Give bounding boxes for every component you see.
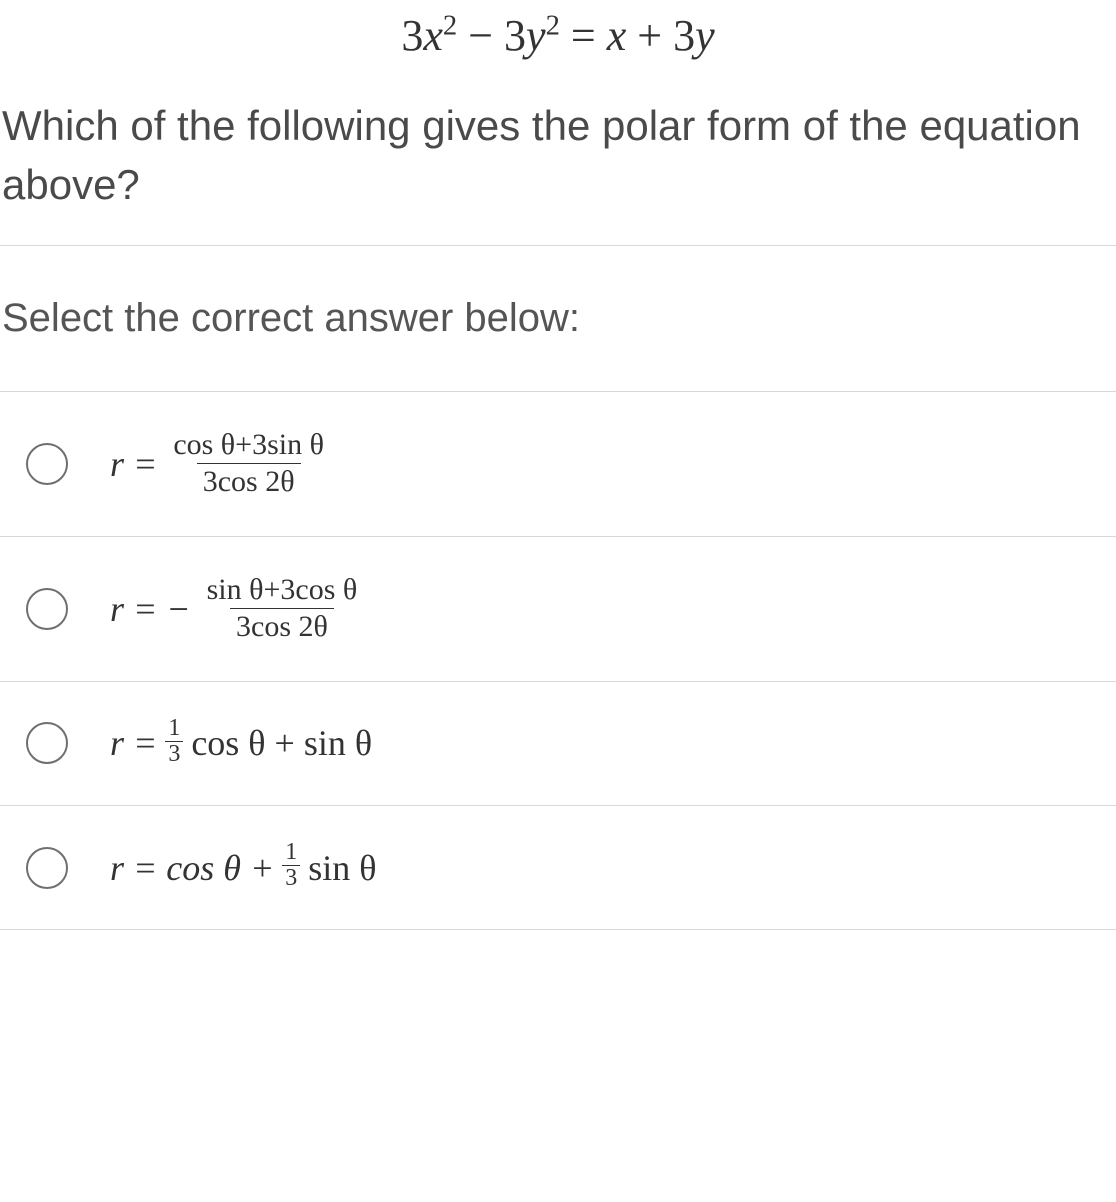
eq-eq: = [560, 11, 607, 60]
answer-prompt: Select the correct answer below: [0, 246, 1116, 391]
eq-3c: 3 [673, 11, 695, 60]
option-c-mid: cos θ + sin θ [191, 722, 372, 764]
option-c-lead: r = [110, 722, 157, 764]
option-b-fraction: sin θ+3cos θ 3cos 2θ [201, 573, 364, 645]
question-text: Which of the following gives the polar f… [0, 91, 1116, 245]
option-a-math: r = cos θ+3sin θ 3cos 2θ [110, 428, 334, 500]
option-d[interactable]: r = cos θ + 1 3 sin θ [0, 806, 1116, 929]
option-b-den: 3cos 2θ [230, 608, 334, 645]
option-a-fraction: cos θ+3sin θ 3cos 2θ [167, 428, 330, 500]
eq-plus: + [626, 11, 673, 60]
eq-exp1: 2 [443, 10, 457, 41]
radio-d-icon[interactable] [26, 847, 68, 889]
option-d-lead: r = cos θ + [110, 847, 274, 889]
option-c-fraction: 1 3 [165, 716, 183, 767]
eq-3b: 3 [504, 11, 526, 60]
option-c[interactable]: r = 1 3 cos θ + sin θ [0, 682, 1116, 805]
option-a-den: 3cos 2θ [197, 463, 301, 500]
option-c-fden: 3 [165, 741, 183, 767]
option-b-math: r = − sin θ+3cos θ 3cos 2θ [110, 573, 367, 645]
option-a[interactable]: r = cos θ+3sin θ 3cos 2θ [0, 392, 1116, 536]
option-c-math: r = 1 3 cos θ + sin θ [110, 718, 372, 769]
option-a-num: cos θ+3sin θ [167, 428, 330, 464]
option-a-lead: r = [110, 443, 157, 485]
option-c-fnum: 1 [165, 716, 183, 741]
option-d-tail: sin θ [308, 847, 376, 889]
option-b[interactable]: r = − sin θ+3cos θ 3cos 2θ [0, 537, 1116, 681]
eq-minus: − [457, 11, 504, 60]
radio-b-icon[interactable] [26, 588, 68, 630]
eq-x2: x [607, 11, 627, 60]
radio-a-icon[interactable] [26, 443, 68, 485]
eq-y1: y [526, 11, 546, 60]
eq-exp2: 2 [546, 10, 560, 41]
eq-3a: 3 [401, 11, 423, 60]
option-d-fraction: 1 3 [282, 840, 300, 891]
given-equation: 3x2 − 3y2 = x + 3y [0, 0, 1116, 91]
radio-c-icon[interactable] [26, 722, 68, 764]
option-d-fden: 3 [282, 865, 300, 891]
divider [0, 929, 1116, 930]
option-d-fnum: 1 [282, 840, 300, 865]
eq-x1: x [423, 11, 443, 60]
option-b-num: sin θ+3cos θ [201, 573, 364, 609]
eq-y2: y [695, 11, 715, 60]
option-b-lead: r = − [110, 588, 191, 630]
option-d-math: r = cos θ + 1 3 sin θ [110, 842, 377, 893]
